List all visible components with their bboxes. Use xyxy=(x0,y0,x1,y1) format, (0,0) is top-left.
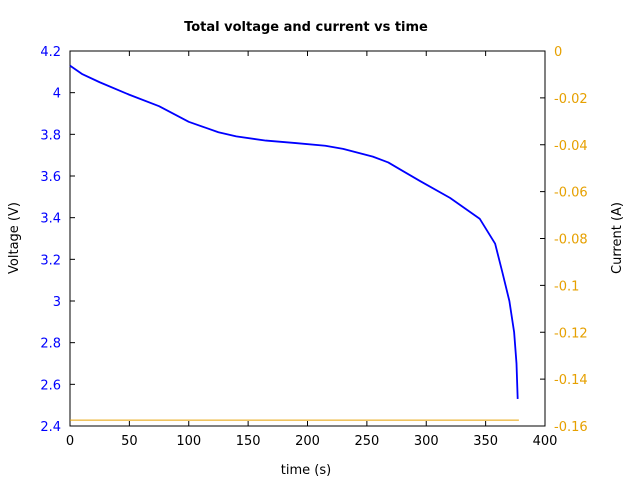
x-tick-label: 400 xyxy=(533,434,558,449)
y2-tick-label: -0.08 xyxy=(554,233,588,248)
x-tick-label: 50 xyxy=(121,434,138,449)
y2-tick-label: -0.16 xyxy=(554,420,588,435)
y-axis-right: -0.16 -0.14 -0.12 -0.1 -0.08 -0.06 -0.04 -0.02 0 xyxy=(540,45,588,435)
y-tick-label: 3.8 xyxy=(40,128,61,143)
y-tick-label: 4.2 xyxy=(40,45,61,60)
x-tick-label: 150 xyxy=(236,434,261,449)
y-axis-label-right: Current (A) xyxy=(610,202,625,274)
y-axis-left: 2.4 2.6 2.8 3 3.2 3.4 3.6 3.8 4 4.2 xyxy=(40,45,75,435)
plot-frame xyxy=(69,50,546,427)
y2-tick-label: -0.1 xyxy=(554,279,579,294)
y-tick-label: 3.2 xyxy=(40,253,61,268)
x-axis-label: time (s) xyxy=(281,463,331,478)
y-tick-label: 4 xyxy=(53,87,61,102)
y2-tick-label: -0.14 xyxy=(554,373,588,388)
y-axis-label-left: Voltage (V) xyxy=(7,202,22,274)
y-tick-label: 2.4 xyxy=(40,420,61,435)
x-tick-label: 0 xyxy=(66,434,74,449)
y-tick-label: 2.8 xyxy=(40,337,61,352)
plot-area xyxy=(69,50,546,427)
chart-title: Total voltage and current vs time xyxy=(184,20,428,35)
y2-tick-label: -0.12 xyxy=(554,326,588,341)
series-layer xyxy=(69,64,519,421)
x-axis: 0 50 100 150 200 250 300 350 400 xyxy=(66,51,558,449)
y-tick-label: 3 xyxy=(53,295,61,310)
y2-tick-label: -0.04 xyxy=(554,139,588,154)
y2-tick-label: -0.02 xyxy=(554,92,588,107)
x-tick-label: 100 xyxy=(176,434,201,449)
x-tick-label: 300 xyxy=(414,434,439,449)
y-tick-label: 3.4 xyxy=(40,212,61,227)
y-tick-label: 2.6 xyxy=(40,378,61,393)
x-tick-label: 350 xyxy=(473,434,498,449)
y2-tick-label: -0.06 xyxy=(554,186,588,201)
y2-tick-label: 0 xyxy=(554,45,562,60)
y-tick-label: 3.6 xyxy=(40,170,61,185)
x-tick-label: 250 xyxy=(354,434,379,449)
voltage-series-line xyxy=(69,64,519,399)
x-tick-label: 200 xyxy=(295,434,320,449)
